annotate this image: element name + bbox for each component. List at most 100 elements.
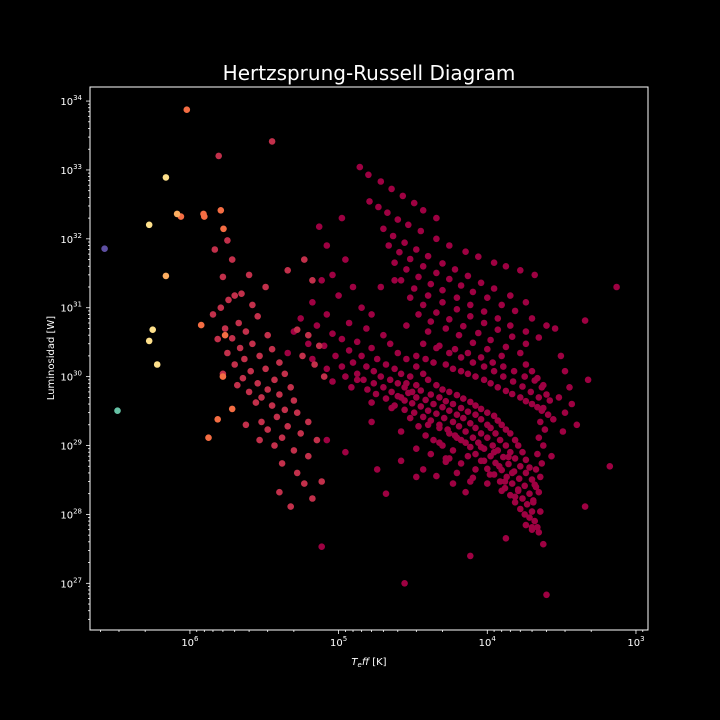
star-point [353, 370, 361, 378]
star-point [397, 457, 405, 465]
star-point [584, 376, 592, 384]
star-point [472, 450, 479, 458]
star-point [293, 469, 301, 477]
star-point [247, 367, 254, 375]
star-point [433, 410, 440, 418]
star-point [521, 373, 528, 380]
star-point [477, 416, 485, 423]
star-point [541, 426, 549, 433]
star-point [477, 279, 485, 287]
axes-frame [89, 86, 649, 631]
star-point [511, 307, 519, 315]
star-point [496, 436, 504, 444]
star-point [366, 198, 373, 205]
star-point [271, 376, 278, 384]
star-point [323, 436, 331, 444]
star-point [439, 386, 446, 393]
star-point [281, 370, 289, 378]
star-point [338, 363, 346, 370]
star-point [173, 210, 181, 218]
star-point [522, 328, 530, 335]
star-point [480, 376, 488, 384]
star-point [406, 255, 414, 263]
star-point [406, 414, 414, 422]
star-point [427, 391, 435, 398]
star-point [548, 452, 555, 460]
star-point [235, 319, 242, 327]
star-point [509, 378, 517, 385]
star-point [329, 378, 336, 385]
star-point [406, 294, 414, 302]
star-point [145, 337, 153, 345]
star-point [417, 403, 425, 410]
star-point [498, 487, 506, 495]
star-point [484, 465, 491, 473]
star-point [419, 466, 427, 473]
star-point [522, 456, 530, 464]
star-point [581, 503, 589, 510]
star-point [284, 267, 292, 274]
star-point [211, 246, 219, 253]
star-point [242, 421, 250, 429]
star-point [278, 460, 286, 467]
star-point [268, 402, 276, 409]
star-point [467, 420, 474, 427]
star-point [281, 406, 289, 414]
star-point [380, 384, 387, 391]
star-point [528, 400, 536, 408]
star-point [487, 336, 494, 344]
star-point [527, 388, 535, 396]
star-point [305, 418, 312, 426]
star-point [573, 421, 581, 429]
star-point [453, 411, 461, 419]
star-point [413, 473, 420, 481]
star-point [276, 488, 283, 496]
star-point [427, 450, 435, 458]
star-point [394, 380, 402, 387]
star-point [338, 335, 346, 343]
star-point [508, 469, 516, 477]
star-point [453, 434, 461, 442]
star-point [433, 309, 440, 316]
star-point [245, 271, 253, 279]
star-point [453, 391, 461, 399]
star-point [433, 214, 440, 222]
star-point [538, 384, 546, 391]
star-point [403, 380, 410, 387]
star-point [528, 315, 536, 322]
y-tick-label: 1027 [60, 576, 82, 590]
star-point [500, 373, 507, 380]
star-point [472, 466, 479, 473]
star-point [494, 384, 502, 391]
star-point [388, 404, 395, 412]
star-point [276, 359, 283, 366]
star-point [455, 423, 463, 430]
star-point [526, 464, 533, 471]
star-point [523, 501, 531, 508]
star-point [403, 266, 410, 273]
star-point [489, 442, 497, 449]
star-point [522, 361, 530, 368]
star-point [514, 486, 522, 493]
star-point [502, 387, 510, 395]
star-point [368, 311, 375, 318]
star-point [262, 283, 269, 291]
star-point [231, 361, 238, 368]
star-point [490, 285, 498, 292]
star-point [449, 447, 457, 454]
star-point [419, 263, 427, 270]
star-point [535, 394, 543, 401]
star-point [528, 508, 536, 515]
star-point [287, 384, 295, 391]
star-point [480, 363, 488, 370]
star-point [446, 407, 453, 415]
star-point [534, 524, 541, 531]
star-point [490, 412, 498, 420]
x-tick-label: 105 [330, 635, 347, 649]
star-point [276, 391, 283, 398]
star-point [342, 256, 349, 263]
star-point [413, 381, 420, 389]
star-point [221, 325, 229, 332]
star-point [519, 448, 526, 456]
